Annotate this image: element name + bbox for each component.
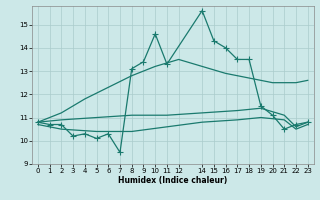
X-axis label: Humidex (Indice chaleur): Humidex (Indice chaleur)	[118, 176, 228, 185]
